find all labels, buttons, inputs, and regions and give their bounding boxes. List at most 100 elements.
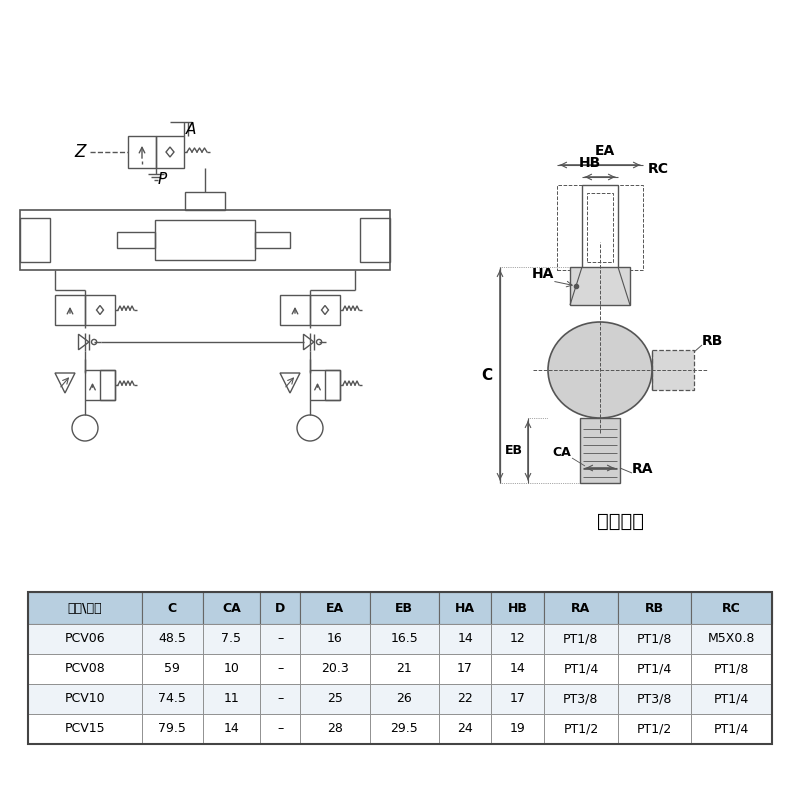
Bar (20, 218, 50, 262)
Bar (28, 592, 772, 744)
Text: 74.5: 74.5 (158, 693, 186, 706)
Bar (300, 624, 370, 654)
Bar (570, 267, 630, 305)
Text: PT1/4: PT1/4 (714, 693, 749, 706)
Ellipse shape (548, 322, 652, 418)
Bar (260, 684, 300, 714)
Text: 7.5: 7.5 (222, 633, 242, 646)
Bar (203, 654, 260, 684)
Bar (618, 592, 690, 624)
Bar (544, 592, 618, 624)
Bar (544, 684, 618, 714)
Bar (582, 185, 618, 270)
Bar (370, 684, 438, 714)
Text: 型號\符號: 型號\符號 (68, 602, 102, 614)
Bar (580, 418, 620, 483)
Bar (370, 714, 438, 744)
Bar (438, 624, 491, 654)
Text: PT1/8: PT1/8 (563, 633, 598, 646)
Text: 22: 22 (457, 693, 473, 706)
Bar (491, 624, 544, 654)
Bar (300, 714, 370, 744)
Text: 20.3: 20.3 (321, 662, 349, 675)
Bar (325, 370, 340, 400)
Text: 14: 14 (223, 722, 239, 735)
Bar (128, 136, 156, 168)
Text: PT1/8: PT1/8 (637, 633, 672, 646)
Bar (690, 624, 772, 654)
Bar (544, 714, 618, 744)
Bar (28, 714, 142, 744)
Text: 16: 16 (327, 633, 343, 646)
Text: PCV08: PCV08 (65, 662, 106, 675)
Bar (142, 684, 203, 714)
Bar (491, 592, 544, 624)
Bar (491, 684, 544, 714)
Text: PT1/4: PT1/4 (714, 722, 749, 735)
Bar (155, 220, 255, 260)
Text: 25: 25 (327, 693, 343, 706)
Bar (690, 654, 772, 684)
Text: RA: RA (632, 462, 654, 476)
Bar (300, 592, 370, 624)
Bar (142, 654, 203, 684)
Bar (20, 210, 390, 270)
Text: –: – (277, 693, 283, 706)
Bar (185, 192, 225, 210)
Text: PT3/8: PT3/8 (637, 693, 672, 706)
Bar (28, 684, 142, 714)
Text: M5X0.8: M5X0.8 (708, 633, 755, 646)
Bar (85, 370, 115, 400)
Bar (142, 592, 203, 624)
Bar (690, 592, 772, 624)
Text: EB: EB (505, 444, 523, 457)
Bar (55, 295, 85, 325)
Bar (438, 684, 491, 714)
Bar (255, 232, 290, 248)
Bar (690, 714, 772, 744)
Bar (652, 350, 694, 390)
Bar (142, 714, 203, 744)
Text: RC: RC (722, 602, 741, 614)
Text: 12: 12 (510, 633, 526, 646)
Bar (117, 232, 155, 248)
Text: 11: 11 (223, 693, 239, 706)
Text: –: – (277, 633, 283, 646)
Text: 21: 21 (396, 662, 412, 675)
Text: D: D (275, 602, 285, 614)
Text: EA: EA (595, 144, 615, 158)
Bar (28, 592, 142, 624)
Text: PT1/2: PT1/2 (563, 722, 598, 735)
Bar (310, 370, 340, 400)
Bar (360, 218, 390, 262)
Text: PCV10: PCV10 (65, 693, 106, 706)
Text: CA: CA (553, 446, 571, 459)
Text: 29.5: 29.5 (390, 722, 418, 735)
Text: 17: 17 (457, 662, 473, 675)
Bar (557, 185, 643, 270)
Bar (618, 624, 690, 654)
Text: 59: 59 (164, 662, 180, 675)
Bar (142, 624, 203, 654)
Text: 79.5: 79.5 (158, 722, 186, 735)
Bar (438, 654, 491, 684)
Bar (491, 654, 544, 684)
Text: 26: 26 (396, 693, 412, 706)
Text: PT1/4: PT1/4 (637, 662, 672, 675)
Text: A: A (186, 122, 196, 138)
Text: –: – (277, 662, 283, 675)
Text: PT3/8: PT3/8 (563, 693, 598, 706)
Bar (491, 714, 544, 744)
Bar (156, 136, 184, 168)
Bar (618, 654, 690, 684)
Bar (28, 624, 142, 654)
Bar (300, 654, 370, 684)
Bar (300, 684, 370, 714)
Text: 48.5: 48.5 (158, 633, 186, 646)
Text: RC: RC (648, 162, 669, 176)
Bar (544, 624, 618, 654)
Text: 內螺紋式: 內螺紋式 (597, 511, 643, 530)
Bar (260, 624, 300, 654)
Text: PCV06: PCV06 (65, 633, 106, 646)
Text: 17: 17 (510, 693, 526, 706)
